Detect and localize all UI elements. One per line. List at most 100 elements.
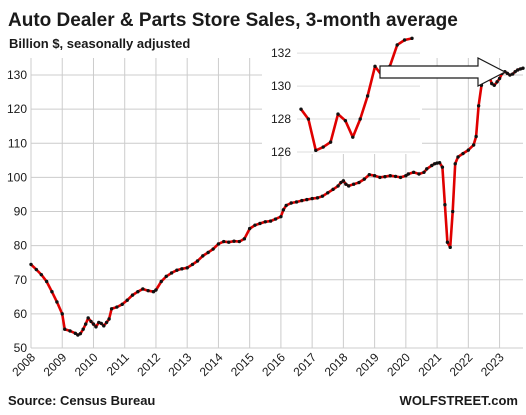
data-point [284, 203, 288, 208]
data-point [201, 254, 205, 258]
data-point [300, 198, 304, 203]
data-point [422, 170, 426, 174]
data-point [195, 259, 200, 263]
data-point [227, 240, 231, 244]
x-tick-label: 2023 [478, 350, 507, 379]
x-tick-label: 2021 [415, 350, 444, 379]
data-point [448, 245, 452, 250]
data-point [393, 174, 398, 179]
data-point [107, 317, 111, 321]
data-point [372, 174, 377, 178]
data-point [136, 290, 140, 294]
data-point [190, 262, 195, 267]
data-point [185, 266, 189, 270]
data-point [169, 271, 174, 275]
data-point [406, 172, 411, 176]
data-point [83, 322, 88, 326]
x-tick-label: 2016 [259, 350, 288, 379]
data-point [521, 66, 525, 70]
x-tick-label: 2015 [228, 350, 257, 379]
data-point [357, 180, 361, 185]
data-point [125, 298, 129, 302]
data-point [398, 175, 403, 180]
data-point [388, 174, 392, 178]
x-tick-label: 2018 [322, 350, 351, 379]
data-point [461, 151, 465, 156]
data-point [151, 290, 156, 294]
grid [30, 58, 523, 349]
data-point [476, 104, 481, 108]
main-series [29, 66, 525, 337]
y-tick-label: 50 [14, 341, 28, 355]
data-point [351, 182, 356, 186]
data-point [430, 163, 434, 168]
data-point [159, 279, 163, 284]
inset-data-point [395, 43, 399, 47]
chart-title: Auto Dealer & Parts Store Sales, 3-month… [8, 10, 458, 31]
data-point [305, 197, 309, 202]
data-point [104, 320, 109, 325]
data-point [175, 268, 179, 272]
data-point [320, 194, 325, 198]
x-tick-label: 2009 [41, 350, 70, 379]
inset-y-tick-label: 126 [271, 145, 291, 159]
data-point [211, 247, 215, 251]
data-point [289, 201, 293, 205]
inset-data-point [365, 94, 370, 98]
data-point [55, 300, 59, 304]
data-point [341, 179, 346, 183]
inset-series-line [299, 37, 413, 152]
data-point [164, 274, 168, 279]
data-point [258, 221, 262, 226]
data-point [216, 242, 221, 246]
y-tick-label: 80 [14, 239, 28, 253]
data-point [73, 331, 78, 336]
data-point [474, 134, 478, 139]
data-point [29, 262, 33, 267]
x-tick-label: 2011 [104, 350, 132, 378]
data-point [279, 214, 283, 219]
data-point [146, 288, 150, 293]
data-point [247, 226, 252, 231]
data-point [109, 307, 114, 311]
x-tick-label: 2014 [197, 350, 226, 379]
data-point [440, 165, 445, 169]
data-point [505, 71, 510, 76]
data-point [443, 203, 447, 207]
data-point [310, 196, 314, 201]
inset-data-point [358, 117, 362, 121]
inset-data-point [410, 36, 414, 41]
data-point [268, 219, 273, 223]
data-point [89, 319, 93, 324]
chart-subtitle: Billion $, seasonally adjusted [9, 36, 190, 51]
data-point [346, 184, 351, 188]
x-tick-label: 2012 [134, 350, 163, 379]
data-point [141, 287, 145, 291]
data-point [515, 68, 520, 72]
data-point [34, 267, 39, 272]
data-point [120, 302, 124, 307]
brand-label: WOLFSTREET.com [400, 393, 518, 408]
data-point [206, 250, 210, 255]
data-point [78, 331, 83, 336]
arrow-callout [379, 57, 507, 87]
data-point [99, 321, 103, 326]
data-point [471, 143, 476, 147]
data-point [451, 209, 455, 214]
x-axis-ticks: 2008 2009 2010 2011 2012 2013 2014 2015 2016 2017… [9, 350, 507, 379]
data-point [445, 240, 450, 244]
data-point [411, 170, 416, 174]
data-point [362, 177, 367, 181]
data-point [154, 288, 158, 292]
data-point [466, 148, 471, 152]
y-tick-label: 70 [14, 273, 28, 287]
data-point [63, 327, 67, 331]
inset-y-tick-label: 132 [271, 46, 291, 60]
y-axis-ticks: 50 60 70 80 90 100 110 120 130 [7, 68, 27, 355]
inset-data-point [343, 119, 348, 123]
y-tick-label: 130 [7, 68, 27, 82]
y-tick-label: 60 [14, 307, 28, 321]
data-point [237, 239, 242, 244]
inset-data-point [306, 117, 311, 121]
data-point [115, 305, 119, 309]
